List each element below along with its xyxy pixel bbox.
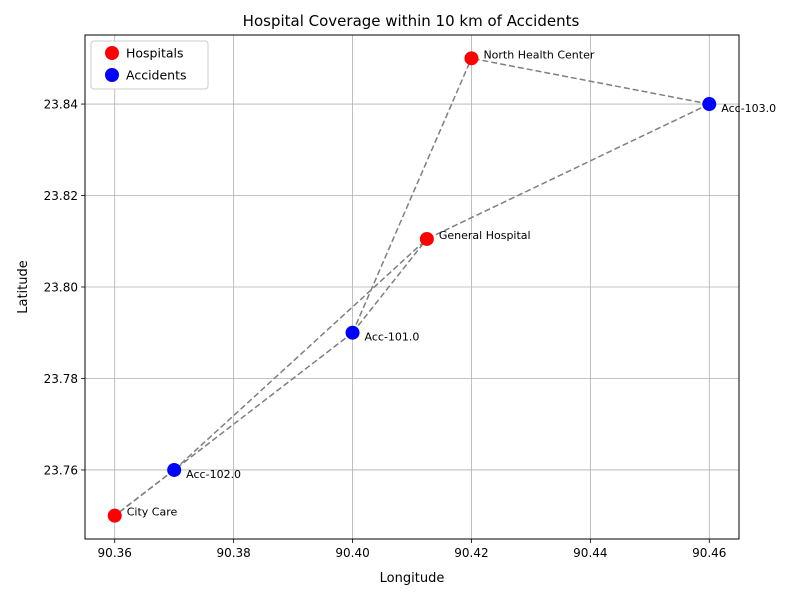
x-tick-label: 90.44 [573, 546, 607, 560]
connection-line [426, 103, 710, 240]
y-tick-label: 23.84 [44, 98, 78, 112]
accident-label-acc-102-0: Acc-102.0 [186, 468, 241, 481]
hospital-point-city-care [107, 508, 122, 523]
data-points [107, 51, 717, 523]
legend: Hospitals Accidents [90, 40, 209, 90]
connection-line [351, 58, 473, 334]
hospital-label-general-hospital: General Hospital [439, 229, 531, 242]
legend-label-hospitals: Hospitals [126, 46, 184, 61]
y-tick-label: 23.78 [44, 372, 78, 386]
connection-line [114, 332, 354, 517]
legend-marker-accidents [105, 68, 119, 82]
grid-lines [85, 35, 739, 539]
hospital-point-general-hospital [419, 231, 434, 246]
accident-point-acc-101-0 [345, 325, 360, 340]
connection-lines [114, 57, 710, 517]
x-tick-label: 90.46 [692, 546, 726, 560]
x-tick-label: 90.38 [216, 546, 250, 560]
connection-line [114, 469, 175, 517]
y-tick-label: 23.76 [44, 463, 78, 477]
x-axis-label: Longitude [380, 571, 445, 586]
connection-line [351, 238, 428, 334]
x-tick-label: 90.36 [98, 546, 132, 560]
x-tick-label: 90.40 [335, 546, 369, 560]
y-tick-label: 23.82 [44, 189, 78, 203]
accident-point-acc-102-0 [167, 462, 182, 477]
x-tick-label: 90.42 [454, 546, 488, 560]
legend-label-accidents: Accidents [126, 68, 187, 83]
hospital-label-city-care: City Care [127, 506, 178, 519]
legend-marker-hospitals [105, 46, 119, 60]
accident-point-acc-103-0 [702, 97, 717, 112]
y-axis-ticks: 23.76 23.78 23.80 23.82 23.84 [44, 98, 85, 477]
connection-line [471, 57, 710, 105]
connection-line [173, 238, 428, 471]
hospital-point-north-health-center [464, 51, 479, 66]
y-axis-label: Latitude [16, 260, 31, 314]
point-labels: City Care General Hospital North Health Ce… [127, 48, 776, 518]
accident-label-acc-103-0: Acc-103.0 [721, 102, 776, 115]
chart-title: Hospital Coverage within 10 km of Accide… [243, 12, 580, 30]
y-tick-label: 23.80 [44, 281, 78, 295]
x-axis-ticks: 90.36 90.38 90.40 90.42 90.44 90.46 [98, 539, 726, 560]
hospital-label-north-health-center: North Health Center [483, 48, 594, 61]
accident-label-acc-101-0: Acc-101.0 [365, 331, 420, 344]
legend-box [90, 40, 209, 90]
